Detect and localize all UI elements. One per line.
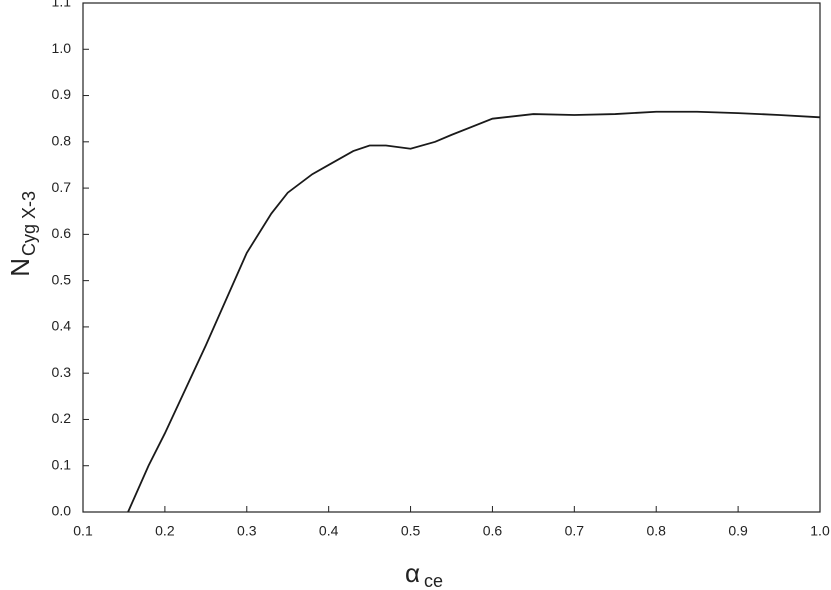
data-line bbox=[127, 110, 821, 513]
x-tick-label: 0.7 bbox=[565, 523, 585, 539]
y-tick-label: 0.7 bbox=[52, 179, 72, 195]
x-axis-label-sub: ce bbox=[424, 571, 443, 590]
y-tick-label: 0.2 bbox=[52, 410, 72, 426]
y-axis-label: N bbox=[5, 258, 35, 277]
y-tick-label: 0.1 bbox=[52, 456, 72, 472]
y-tick-label: 0.9 bbox=[52, 86, 72, 102]
y-tick-label: 1.0 bbox=[52, 40, 72, 56]
x-tick-label: 0.2 bbox=[155, 523, 175, 539]
x-tick-label: 0.4 bbox=[319, 523, 339, 539]
y-axis-label-group: N Cyg X-3 bbox=[5, 191, 39, 277]
y-tick-label: 0.0 bbox=[52, 503, 72, 519]
y-tick-label: 0.8 bbox=[52, 133, 72, 149]
y-tick-label: 0.3 bbox=[52, 364, 72, 380]
x-tick-label: 0.3 bbox=[237, 523, 257, 539]
x-tick-label: 0.8 bbox=[646, 523, 666, 539]
x-tick-label: 1.0 bbox=[810, 523, 830, 539]
x-tick-label: 0.1 bbox=[73, 523, 93, 539]
x-axis-label: α bbox=[405, 558, 420, 588]
y-tick-label: 0.4 bbox=[52, 318, 72, 334]
y-tick-label: 0.6 bbox=[52, 225, 72, 241]
x-tick-label: 0.9 bbox=[728, 523, 748, 539]
x-tick-label: 0.6 bbox=[483, 523, 503, 539]
y-tick-label: 0.5 bbox=[52, 271, 72, 287]
y-axis-label-sub: Cyg X-3 bbox=[19, 191, 39, 256]
plot-frame bbox=[82, 2, 821, 513]
x-tick-label: 0.5 bbox=[401, 523, 421, 539]
y-tick-label: 1.1 bbox=[52, 0, 72, 10]
